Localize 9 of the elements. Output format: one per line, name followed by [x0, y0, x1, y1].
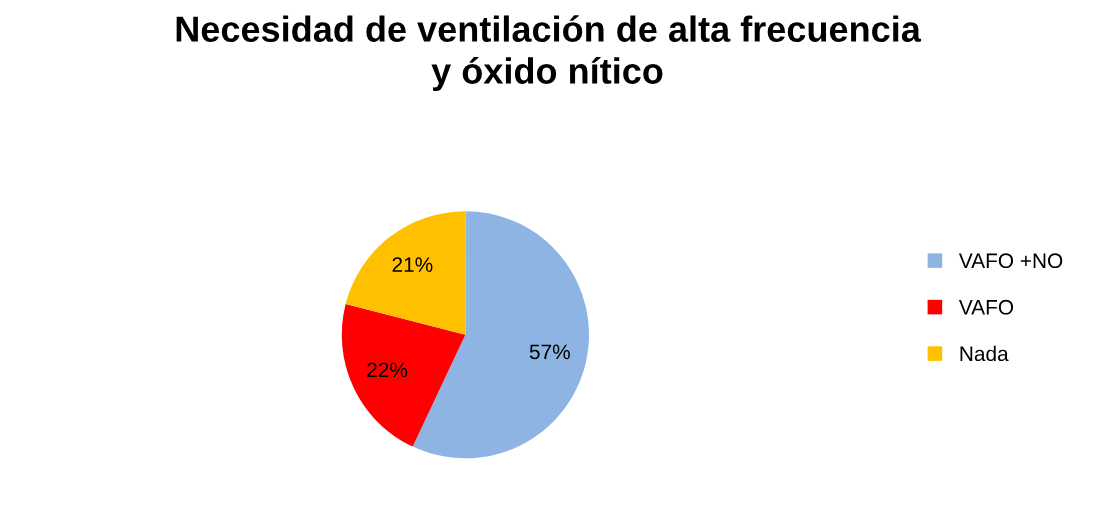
legend-label: VAFO [958, 299, 1014, 315]
pie-slice [345, 211, 466, 335]
data-label: 21% [392, 257, 433, 272]
chart-title: Necesidad de ventilación de alta frecuencia y óxido nítico [176, 15, 922, 92]
legend-label: Nada [960, 345, 1009, 362]
data-label: 57% [529, 344, 570, 360]
legend-label: VAFO +NO [958, 253, 1063, 269]
pie-slice [341, 304, 466, 447]
data-label: 22% [367, 362, 408, 378]
